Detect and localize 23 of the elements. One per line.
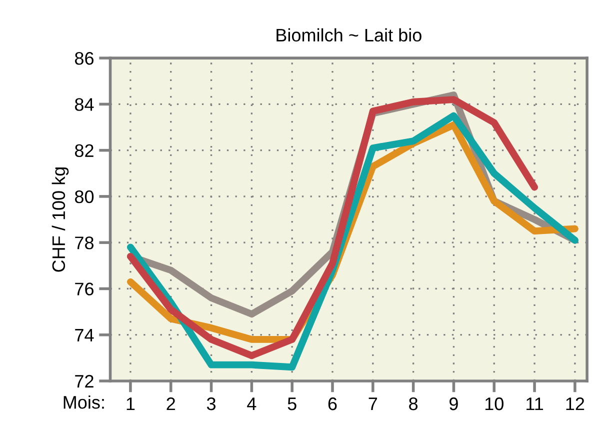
- x-tick-label: 2: [166, 397, 175, 410]
- y-tick-label: 80: [74, 190, 94, 204]
- x-tick-label: 11: [526, 398, 544, 410]
- chart-title: Biomilch ~ Lait bio: [276, 28, 422, 42]
- x-tick-label: 5: [288, 398, 296, 410]
- x-tick-label: 10: [485, 397, 504, 410]
- y-tick-label: 76: [75, 282, 94, 296]
- y-tick-label: 84: [74, 98, 94, 111]
- x-tick-label: 12: [566, 397, 584, 410]
- x-tick-label: 7: [368, 398, 378, 410]
- x-tick-label: 9: [450, 397, 458, 410]
- y-tick-label: 78: [75, 236, 94, 250]
- x-tick-label: 3: [206, 397, 216, 410]
- y-tick-label: 82: [74, 144, 94, 158]
- x-tick-label: 4: [247, 398, 256, 410]
- x-axis-title: Mois:: [64, 396, 104, 409]
- y-tick-label: 72: [75, 374, 94, 388]
- y-tick-label: 74: [75, 328, 94, 342]
- x-tick-label: 8: [409, 397, 418, 410]
- x-tick-label: 1: [126, 398, 135, 410]
- y-tick-label: 86: [74, 52, 94, 65]
- y-axis-title: CHF / 100 kg: [52, 167, 69, 272]
- x-tick-label: 6: [328, 397, 337, 410]
